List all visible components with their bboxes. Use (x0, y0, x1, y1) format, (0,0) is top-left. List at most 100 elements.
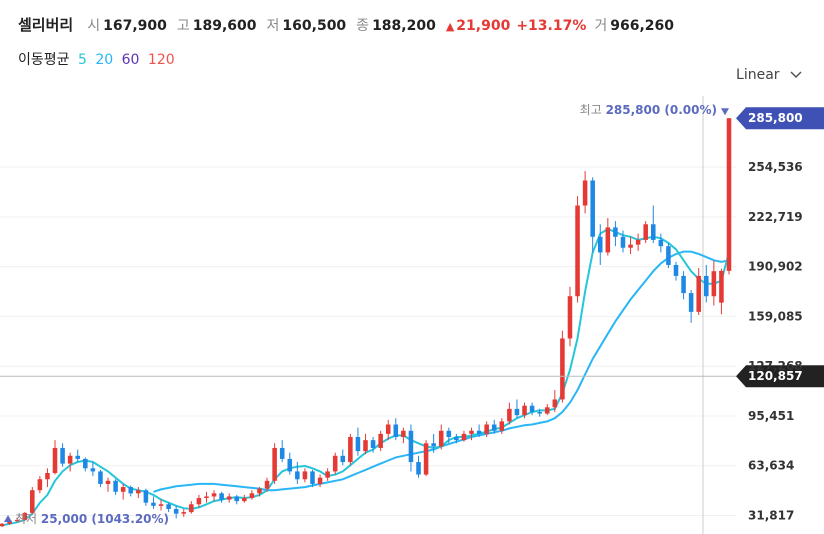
candle (219, 491, 224, 503)
stock-name: 셀리버리 (18, 16, 74, 34)
candle-body (613, 227, 618, 237)
candle-body (7, 520, 12, 524)
y-tick-label: 127,268 (748, 359, 803, 373)
candle (650, 205, 656, 244)
candle (317, 474, 323, 488)
candle (590, 177, 595, 253)
candle-body (514, 408, 520, 416)
candle (461, 430, 467, 442)
candle (75, 449, 81, 463)
candle (597, 224, 603, 265)
candle (484, 421, 489, 438)
y-tick-label: 31,817 (748, 509, 794, 523)
volume-label: 거 (594, 18, 608, 34)
candle (181, 508, 187, 517)
candle-body (560, 338, 565, 400)
grid-lines (0, 96, 736, 534)
candle (325, 468, 330, 481)
candle-body (507, 408, 512, 422)
last-price-tag-text: 285,800 (748, 111, 803, 125)
candle-body (552, 399, 558, 408)
low-annotation: 최저 25,000 (1043.20%) (15, 512, 169, 526)
candle (257, 487, 262, 497)
candle (83, 457, 88, 472)
y-tick-label: 222,719 (748, 210, 803, 224)
candle-body (696, 275, 701, 312)
moving-average-legend[interactable]: 이동평균 5 20 60 120 (18, 49, 179, 69)
candle-body (60, 447, 65, 464)
candle (491, 419, 497, 434)
candle (658, 233, 664, 253)
candle-body (113, 480, 118, 492)
candle (37, 476, 43, 494)
candle-body (469, 430, 474, 434)
y-tick-label: 254,536 (748, 160, 803, 174)
candle-body (461, 433, 467, 441)
candle (620, 230, 626, 253)
chevron-down-icon (790, 67, 802, 83)
candle (302, 468, 308, 483)
candle (264, 477, 270, 492)
candle (544, 404, 550, 416)
candle (242, 494, 247, 503)
candle-body (544, 407, 550, 414)
candle (696, 268, 701, 315)
candle-body (575, 205, 580, 297)
candle-body (582, 180, 588, 206)
open-value: 167,900 (103, 18, 167, 34)
candle-body (211, 493, 217, 497)
candle (272, 443, 277, 484)
candle-body (590, 180, 595, 237)
candle-body (120, 487, 126, 492)
candle (105, 477, 111, 492)
candle (719, 268, 724, 315)
candle (378, 430, 383, 452)
candle-body (310, 471, 315, 484)
candle-body (317, 477, 323, 484)
candle-body (454, 437, 459, 441)
candle-body (105, 480, 111, 484)
candle (704, 264, 709, 303)
scale-dropdown[interactable]: Linear (736, 67, 802, 83)
candle-body (204, 496, 209, 499)
candle-body (242, 498, 247, 502)
crosshair-price-tag-bg (736, 365, 824, 388)
y-tick-label: 63,634 (748, 459, 794, 473)
candle (416, 455, 421, 478)
candle-body (98, 471, 103, 484)
candle (166, 502, 171, 513)
candle (226, 493, 232, 503)
candle (52, 440, 58, 475)
candle (522, 402, 527, 419)
candle (635, 233, 641, 251)
candle-body (605, 227, 611, 253)
candle-body (688, 293, 694, 312)
candle (22, 512, 27, 521)
candle-body (438, 430, 444, 447)
crosshair-price-tag: 120,857 (736, 365, 824, 388)
candle-body (0, 523, 5, 527)
candle-body (378, 433, 383, 448)
candle (45, 468, 50, 488)
candle (408, 424, 414, 472)
ma-legend-title: 이동평균 (18, 52, 70, 68)
candle (14, 517, 20, 523)
open-label: 시 (87, 18, 101, 34)
candle (507, 402, 512, 425)
close-label: 종 (356, 18, 370, 34)
candle-body (14, 519, 20, 521)
candle (279, 440, 285, 463)
high-annotation: 최고 285,800 (0.00%) (580, 103, 717, 117)
candle (196, 494, 202, 508)
candle (529, 402, 535, 416)
candle (552, 390, 558, 412)
candle-body (348, 437, 353, 463)
candle (575, 196, 580, 303)
candle-body (491, 424, 497, 431)
candle-body (355, 437, 361, 452)
candle-body (393, 424, 399, 438)
candle-body (234, 496, 240, 502)
candle-body (363, 440, 368, 452)
candle (90, 462, 96, 477)
